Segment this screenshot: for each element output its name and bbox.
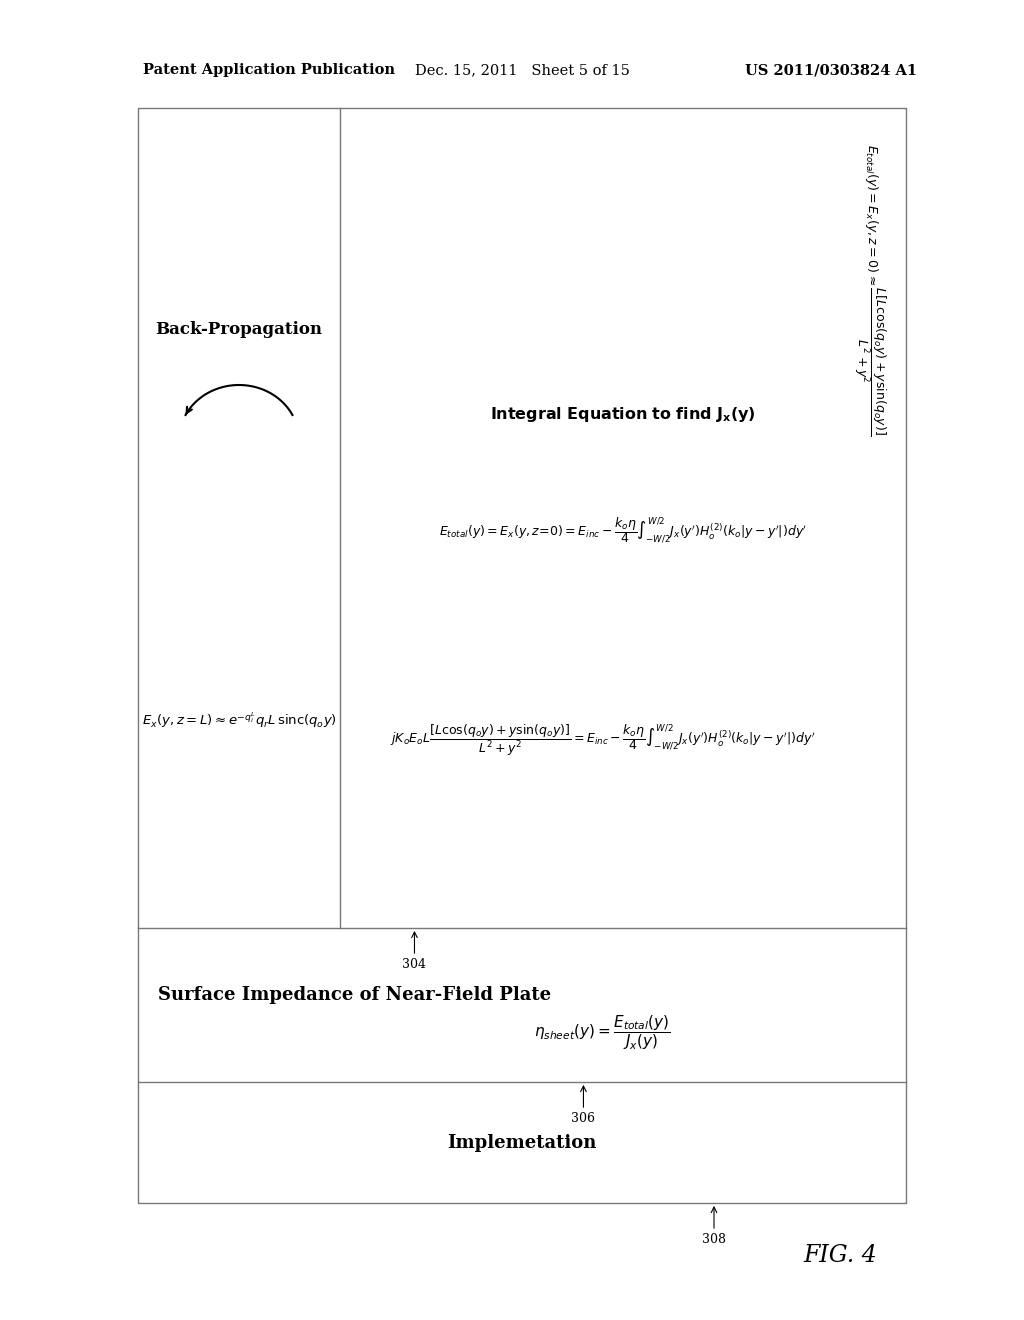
Text: Surface Impedance of Near-Field Plate: Surface Impedance of Near-Field Plate (158, 986, 551, 1005)
Text: Patent Application Publication: Patent Application Publication (143, 63, 395, 77)
Text: Back-Propagation: Back-Propagation (156, 322, 323, 338)
Text: $\bf{Integral\ Equation\ to\ find\ }J_x(y)$: $\bf{Integral\ Equation\ to\ find\ }J_x(… (490, 405, 756, 425)
Text: $jK_oE_oL\dfrac{[L\cos(q_oy)+y\sin(q_oy)]}{L^2+y^2}=E_{inc}-\dfrac{k_o\eta}{4}\i: $jK_oE_oL\dfrac{[L\cos(q_oy)+y\sin(q_oy)… (390, 722, 816, 758)
Text: FIG. 4: FIG. 4 (803, 1243, 877, 1266)
Text: US 2011/0303824 A1: US 2011/0303824 A1 (745, 63, 918, 77)
Text: $\eta_{sheet}(y)=\dfrac{E_{total}(y)}{J_x(y)}$: $\eta_{sheet}(y)=\dfrac{E_{total}(y)}{J_… (534, 1014, 671, 1052)
Text: Implemetation: Implemetation (447, 1134, 597, 1151)
Text: Dec. 15, 2011   Sheet 5 of 15: Dec. 15, 2011 Sheet 5 of 15 (415, 63, 630, 77)
Text: 308: 308 (702, 1233, 726, 1246)
Text: 304: 304 (402, 958, 426, 972)
Bar (138, 108, 906, 1203)
Text: $E_x(y,z=L)\approx e^{-q_i^L}q_rL\,\mathrm{sinc}(q_o y)$: $E_x(y,z=L)\approx e^{-q_i^L}q_rL\,\math… (141, 710, 337, 730)
Text: $E_{total}(y)=E_x(y,z\!=\!0)=E_{inc}-\dfrac{k_o\eta}{4}\int_{-W/2}^{W/2}J_x(y^{\: $E_{total}(y)=E_x(y,z\!=\!0)=E_{inc}-\df… (439, 516, 807, 545)
Text: $E_{total}(y)=E_x(y,z=0)\approx\dfrac{L[L\cos(q_oy)+y\sin(q_oy)]}{L^2+y^2}$: $E_{total}(y)=E_x(y,z=0)\approx\dfrac{L[… (852, 144, 888, 436)
Text: 306: 306 (571, 1111, 595, 1125)
